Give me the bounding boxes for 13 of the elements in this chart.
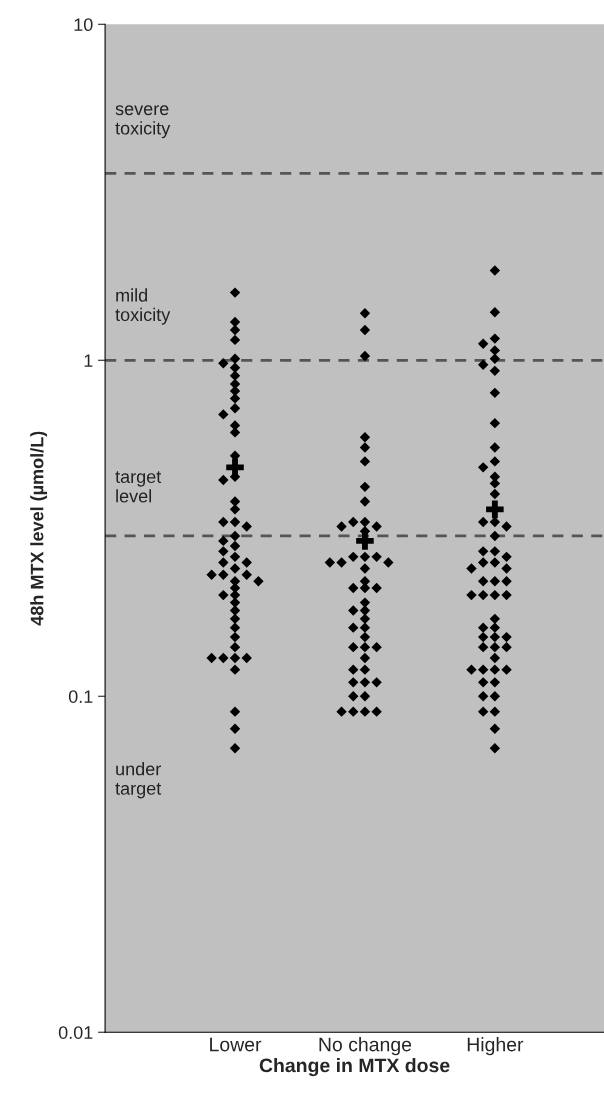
annotation: under target [115, 762, 162, 799]
y-tick-label: 0.01 [58, 1026, 93, 1039]
y-tick-label: 0.1 [68, 690, 93, 703]
y-axis-title: 48h MTX level (µmol/L) [30, 431, 48, 626]
annotation: mild toxicity [115, 288, 171, 325]
x-axis-title: Change in MTX dose [259, 1058, 450, 1077]
x-tick-label: Higher [467, 1037, 524, 1056]
annotation: target level [115, 471, 162, 503]
y-tick-label: 1 [84, 354, 93, 367]
x-tick-label: No change [319, 1037, 412, 1056]
x-tick-label: Lower [210, 1037, 262, 1052]
y-tick-label: 10 [74, 18, 93, 32]
annotation: severe toxicity [115, 105, 171, 139]
